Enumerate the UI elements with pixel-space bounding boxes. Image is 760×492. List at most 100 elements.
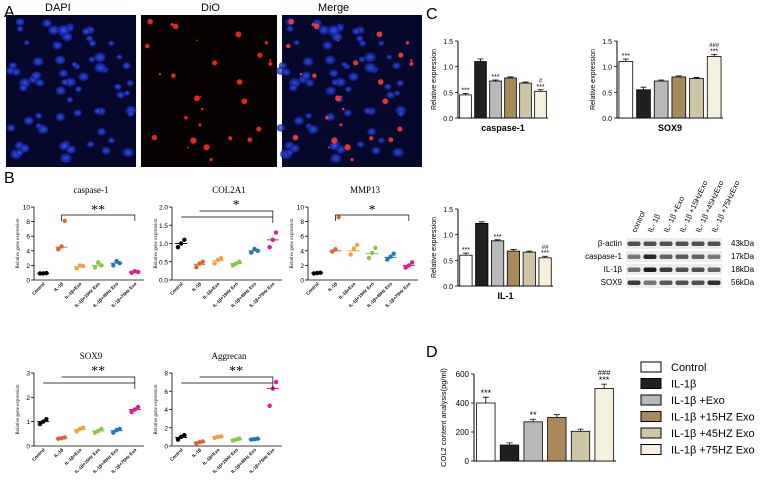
bar xyxy=(476,402,496,462)
dio-spot xyxy=(286,43,291,49)
nucleus xyxy=(392,147,404,158)
y-tick-label: 4 xyxy=(26,248,30,255)
nucleus xyxy=(334,77,347,87)
data-point xyxy=(267,244,272,250)
blot-band xyxy=(691,241,705,246)
nucleus xyxy=(123,90,131,96)
nucleus xyxy=(396,80,404,87)
nucleus xyxy=(37,124,49,135)
nucleus xyxy=(73,109,82,117)
nucleus xyxy=(54,55,66,65)
bar xyxy=(689,78,704,119)
data-point xyxy=(336,215,341,220)
error-bar xyxy=(482,396,489,403)
nucleus xyxy=(329,141,340,151)
blot-band xyxy=(643,254,657,259)
dio-spot xyxy=(228,136,233,141)
bar xyxy=(653,80,669,119)
blot-band xyxy=(707,241,721,246)
dio-image xyxy=(141,15,277,167)
bar xyxy=(522,251,536,287)
y-tick-label: 1.0 xyxy=(443,233,453,240)
dio-spot xyxy=(257,52,263,58)
data-point xyxy=(351,246,357,251)
dio-spot xyxy=(313,23,320,30)
dio-spot xyxy=(241,98,248,105)
legend-swatch xyxy=(640,394,662,406)
error-bar xyxy=(577,428,584,432)
blot-band xyxy=(691,267,705,272)
nucleus xyxy=(15,18,25,26)
data-point xyxy=(354,242,360,248)
y-tick-label: 2 xyxy=(26,395,30,402)
significance-marker: ** xyxy=(530,410,538,420)
bar xyxy=(636,89,651,119)
dio-spot xyxy=(147,18,153,25)
error-bar xyxy=(658,79,665,82)
nucleus xyxy=(11,68,21,76)
nucleus xyxy=(122,62,131,70)
y-axis-label: Relative gene expression xyxy=(16,384,21,434)
error-bar xyxy=(693,77,700,79)
error-bar xyxy=(492,79,499,82)
dio-spot xyxy=(369,136,374,141)
nucleus xyxy=(48,25,60,35)
x-tick-label: IL-1β+Exo xyxy=(64,447,83,466)
dio-spot xyxy=(288,18,294,25)
nucleus xyxy=(329,69,339,78)
data-point xyxy=(95,260,101,265)
y-tick-label: 1.5 xyxy=(443,39,453,46)
x-tick-label: Control xyxy=(31,281,46,296)
error-bar xyxy=(542,255,549,258)
blot-row-label: SOX9 xyxy=(601,278,623,287)
dio-spot xyxy=(382,98,389,105)
dio-spot xyxy=(195,39,198,42)
nucleus xyxy=(305,112,313,119)
bar xyxy=(538,257,552,287)
legend-swatch xyxy=(640,427,662,439)
scatter-chart-b_aggrecan: Aggrecan 0 2 4 6 8 Relative gene expression Con… xyxy=(154,351,282,474)
nucleus xyxy=(293,116,304,126)
significance-marker: *** xyxy=(491,74,499,81)
error-bar xyxy=(477,58,484,62)
legend-swatch xyxy=(640,361,662,373)
nucleus xyxy=(301,71,312,80)
chart-title: caspase-1 xyxy=(74,185,109,195)
blot-band xyxy=(659,267,673,272)
nucleus xyxy=(93,107,102,115)
data-point xyxy=(59,244,64,249)
x-tick-label: IL-1β xyxy=(53,447,64,458)
dio-spot xyxy=(269,59,272,62)
data-point xyxy=(366,255,372,261)
nucleus xyxy=(363,107,372,115)
bar xyxy=(506,250,520,287)
bar xyxy=(459,94,472,119)
error-bar xyxy=(530,418,537,422)
blot-band xyxy=(675,280,689,285)
nucleus xyxy=(86,141,95,148)
nucleus xyxy=(276,124,286,132)
data-point xyxy=(218,255,224,261)
y-tick-label: 0.5 xyxy=(443,258,453,265)
data-point xyxy=(44,417,49,422)
nucleus xyxy=(81,27,91,36)
bar xyxy=(519,82,532,119)
y-tick-label: 0 xyxy=(26,444,30,451)
nucleus xyxy=(52,41,63,50)
legend-label: IL-1β xyxy=(671,379,696,391)
merge-image xyxy=(282,15,422,167)
blot-kda-label: 18kDa xyxy=(731,265,755,274)
x-tick-label: IL-1β xyxy=(191,281,202,292)
nucleus xyxy=(307,124,319,135)
dio-spot xyxy=(194,95,200,102)
nucleus xyxy=(364,62,376,73)
error-bar xyxy=(675,75,682,77)
significance-marker: *** xyxy=(599,375,610,385)
x-tick-label: IL-1β+Exo xyxy=(202,447,221,466)
y-tick-label: 0.5 xyxy=(602,90,612,97)
dio-spot xyxy=(409,61,414,66)
nucleus xyxy=(19,144,30,153)
nucleus xyxy=(31,71,42,80)
blot-band xyxy=(659,254,673,259)
nucleus xyxy=(71,61,78,67)
